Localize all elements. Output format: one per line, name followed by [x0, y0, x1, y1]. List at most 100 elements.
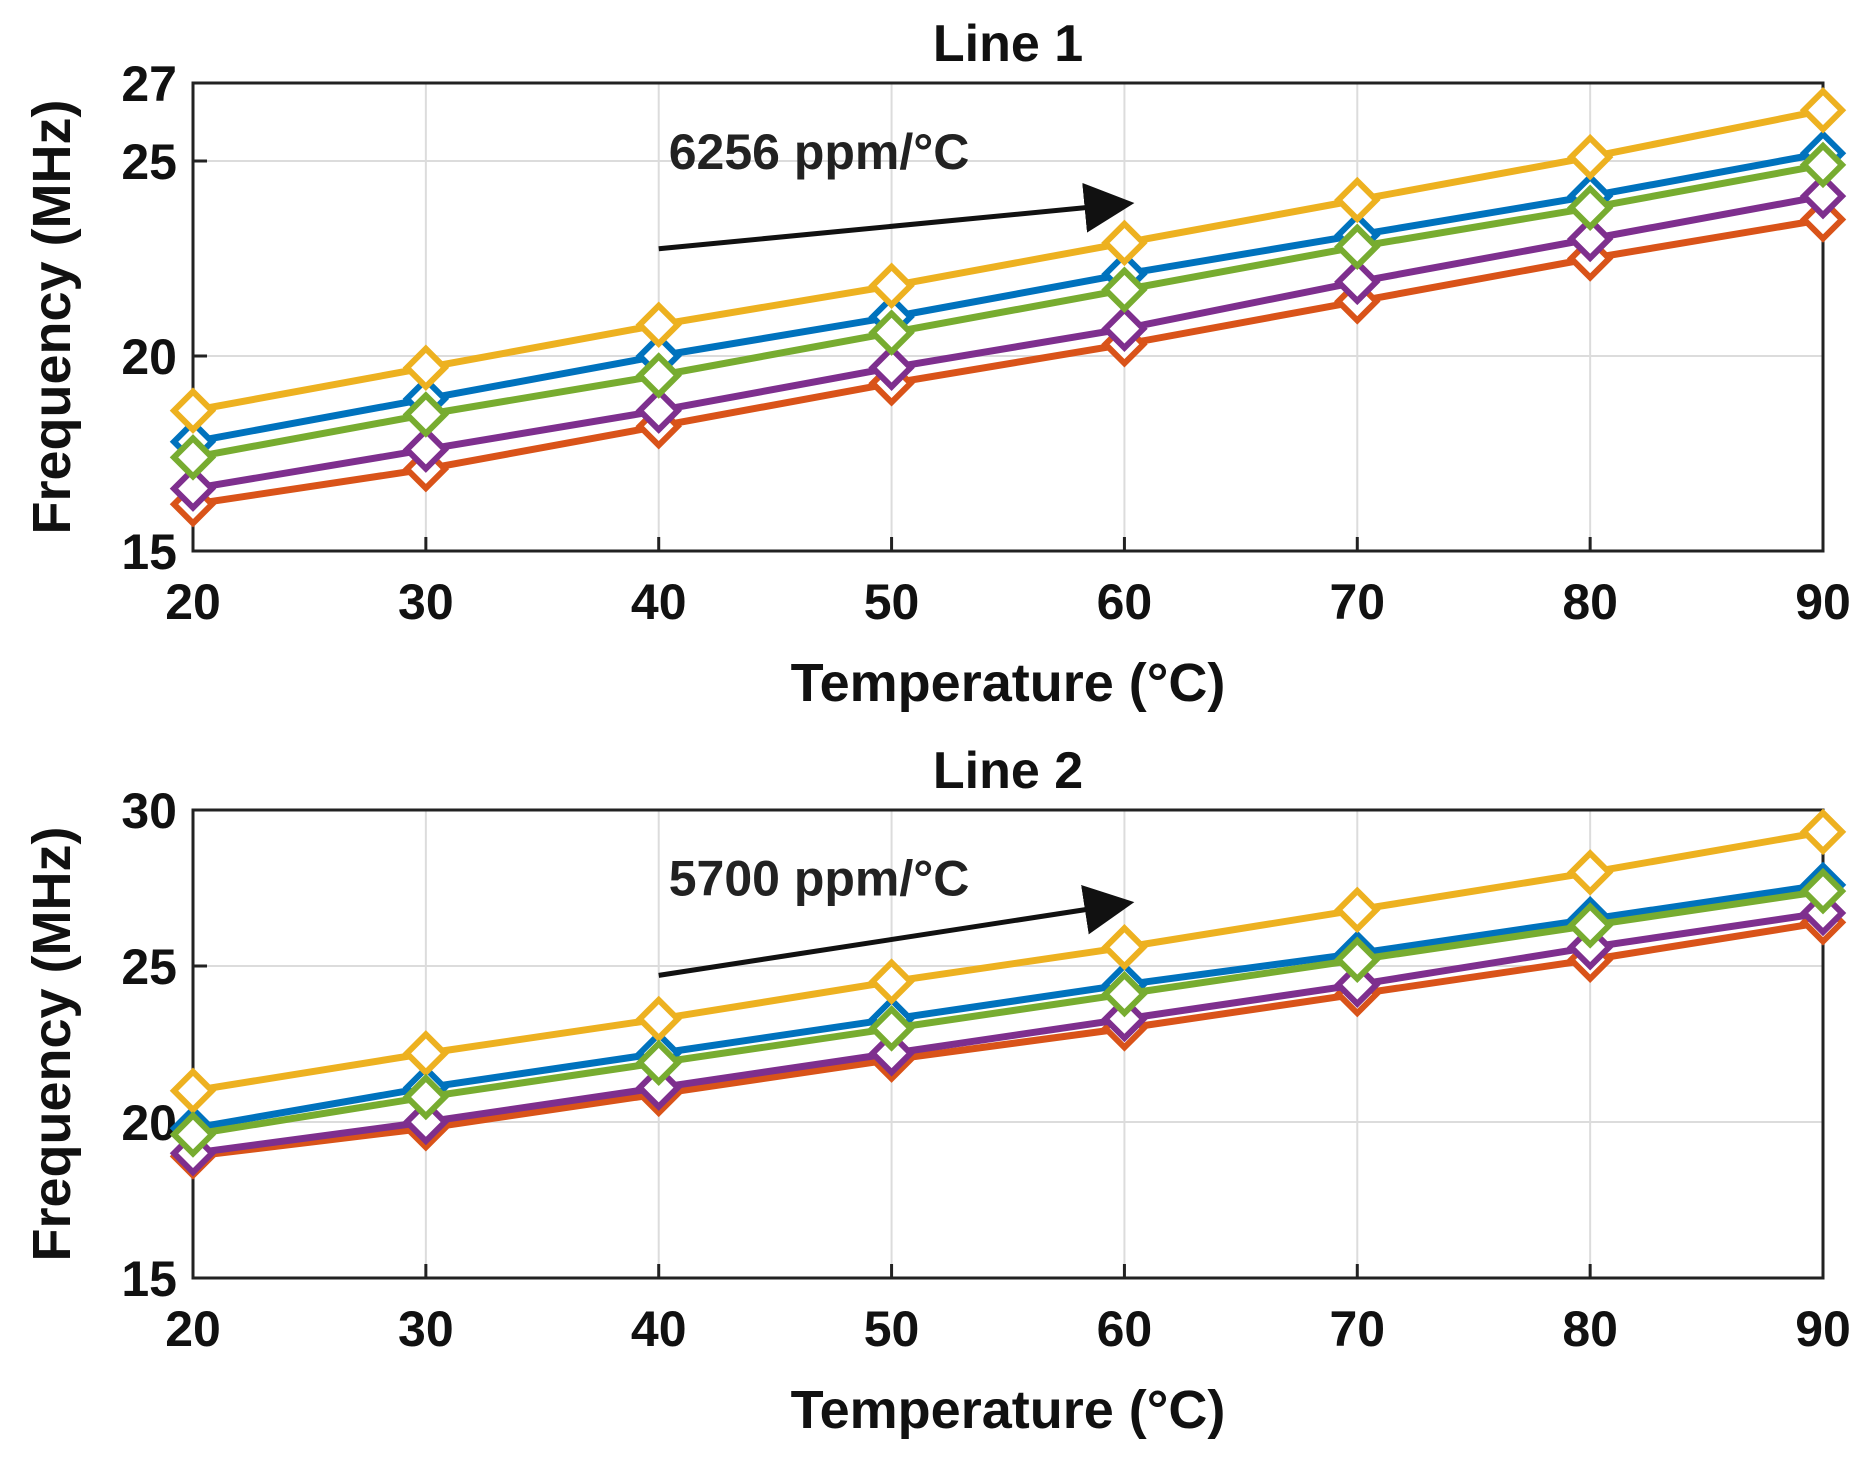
series-5 — [169, 141, 1847, 481]
data-point — [1101, 266, 1148, 313]
data-point — [1799, 141, 1847, 189]
data-point — [1334, 886, 1381, 934]
y-tick-label: 20 — [121, 329, 177, 385]
data-point — [1334, 258, 1381, 306]
x-axis-label: Temperature (°C) — [791, 653, 1226, 713]
x-tick-label: 30 — [398, 574, 454, 630]
series-line — [192, 881, 1824, 1132]
series-line — [192, 192, 1824, 493]
x-tick-label: 50 — [864, 574, 920, 630]
series-5 — [169, 867, 1847, 1158]
data-point — [1101, 305, 1148, 352]
x-tick-label: 60 — [1097, 1301, 1153, 1357]
y-tick-label: 30 — [121, 783, 177, 839]
x-tick-label: 80 — [1562, 574, 1618, 630]
data-point — [635, 301, 682, 349]
y-axis-label: Frequency (MHz) — [22, 99, 82, 534]
data-point — [1101, 219, 1148, 267]
data-point — [635, 1064, 682, 1111]
data-point — [169, 1111, 217, 1158]
data-point — [1799, 196, 1847, 243]
series-line — [192, 828, 1824, 1095]
data-point — [1101, 924, 1148, 971]
annotation-text: 5700 ppm/°C — [669, 850, 970, 906]
data-point — [402, 1030, 450, 1077]
data-point — [402, 1098, 450, 1146]
data-point — [1566, 133, 1614, 181]
y-tick-label: 20 — [121, 1095, 177, 1151]
data-point — [1101, 970, 1148, 1018]
x-tick-label: 20 — [165, 1301, 221, 1357]
data-point — [868, 309, 915, 356]
data-point — [1334, 961, 1381, 1008]
x-tick-label: 70 — [1329, 1301, 1385, 1357]
data-point — [402, 344, 450, 391]
series-3 — [169, 808, 1847, 1115]
x-tick-label: 20 — [165, 574, 221, 630]
data-point — [868, 262, 915, 310]
y-tick-label: 15 — [121, 1251, 177, 1307]
x-tick-label: 80 — [1562, 1301, 1618, 1357]
x-axis-label: Temperature (°C) — [791, 1380, 1226, 1440]
series-line — [192, 887, 1824, 1138]
annotation-arrow — [658, 182, 1135, 252]
series-line — [192, 161, 1824, 461]
x-tick-label: 90 — [1795, 1301, 1851, 1357]
x-tick-label: 70 — [1329, 574, 1385, 630]
data-point — [1799, 867, 1847, 915]
data-point — [402, 426, 450, 473]
y-tick-label: 25 — [121, 134, 177, 190]
series-4 — [169, 172, 1847, 512]
data-point — [635, 387, 682, 434]
y-tick-label: 25 — [121, 939, 177, 995]
x-tick-label: 90 — [1795, 574, 1851, 630]
y-tick-label: 27 — [121, 56, 177, 112]
data-point — [169, 387, 217, 434]
series-4 — [169, 889, 1847, 1177]
data-point — [169, 434, 217, 481]
series-line — [192, 106, 1824, 415]
y-axis-label: Frequency (MHz) — [22, 826, 82, 1261]
data-point — [1799, 172, 1847, 220]
annotation-text: 6256 ppm/°C — [669, 124, 970, 180]
annotation-arrow — [658, 884, 1135, 978]
data-point — [169, 465, 217, 512]
data-point — [1566, 215, 1614, 263]
y-tick-label: 15 — [121, 524, 177, 580]
series-line — [192, 149, 1824, 446]
data-point — [868, 1005, 915, 1052]
data-point — [1334, 936, 1381, 984]
data-point — [1101, 995, 1148, 1043]
data-point — [868, 958, 915, 1005]
x-tick-label: 60 — [1097, 574, 1153, 630]
data-point — [169, 1067, 217, 1115]
chart-title: Line 1 — [933, 15, 1083, 73]
x-tick-label: 30 — [398, 1301, 454, 1357]
x-tick-label: 50 — [864, 1301, 920, 1357]
data-point — [402, 1073, 450, 1121]
data-point — [868, 344, 915, 391]
data-point — [635, 995, 682, 1043]
series-line — [192, 216, 1824, 508]
data-point — [1799, 87, 1847, 134]
data-point — [402, 391, 450, 438]
plot-border — [191, 81, 1825, 553]
data-point — [1566, 184, 1614, 232]
data-point — [1566, 902, 1614, 949]
plot-border — [191, 808, 1825, 1280]
x-tick-label: 40 — [631, 574, 687, 630]
series-3 — [169, 87, 1847, 434]
data-point — [635, 352, 682, 399]
data-point — [1566, 849, 1614, 896]
series-line — [192, 918, 1824, 1160]
data-point — [635, 1039, 682, 1086]
data-point — [1799, 808, 1847, 856]
series-line — [192, 909, 1824, 1157]
data-point — [1334, 176, 1381, 224]
data-point — [868, 1030, 915, 1077]
data-point — [1334, 223, 1381, 271]
x-tick-label: 40 — [631, 1301, 687, 1357]
